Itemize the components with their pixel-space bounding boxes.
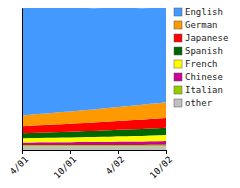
chart: 4/01 10/01 4/02 10/02 English German Japanese S… [0, 0, 240, 188]
legend-label: other [185, 98, 213, 108]
legend-label: Spanish [185, 46, 223, 56]
y-axis [22, 9, 23, 151]
x-axis-line [23, 151, 167, 155]
x-tick-label: 4/02 [104, 154, 126, 176]
legend-item: Italian [174, 85, 223, 95]
area [22, 146, 166, 150]
legend-swatch [174, 60, 182, 68]
x-tick: 10/02 [148, 150, 174, 181]
legend-label: Chinese [185, 72, 223, 82]
legend-label: Japanese [185, 33, 228, 43]
legend-item: English [174, 7, 223, 17]
x-tick-label: 10/01 [52, 154, 78, 180]
legend-swatch [174, 8, 182, 16]
x-tick-mark [118, 150, 119, 154]
legend-item: Spanish [174, 46, 223, 56]
legend-swatch [174, 34, 182, 42]
legend-item: German [174, 20, 218, 30]
legend: English German Japanese Spanish French Chines… [174, 7, 228, 108]
x-axis: 4/01 10/01 4/02 10/02 [8, 150, 174, 181]
legend-label: French [185, 59, 218, 69]
area [22, 8, 166, 115]
x-tick-mark [166, 150, 167, 154]
legend-swatch [174, 86, 182, 94]
legend-item: French [174, 59, 218, 69]
x-tick-label: 4/01 [8, 154, 30, 176]
legend-item: Chinese [174, 72, 223, 82]
legend-item: Japanese [174, 33, 228, 43]
x-tick: 10/01 [52, 150, 78, 181]
legend-label: German [185, 20, 218, 30]
legend-label: Italian [185, 85, 223, 95]
x-tick: 4/02 [104, 150, 126, 177]
legend-label: English [185, 7, 223, 17]
legend-swatch [174, 73, 182, 81]
x-tick-mark [70, 150, 71, 154]
legend-swatch [174, 47, 182, 55]
x-tick-mark [22, 150, 23, 154]
legend-item: other [174, 98, 213, 108]
x-tick: 4/01 [8, 150, 30, 177]
y-axis-line [22, 9, 23, 151]
legend-swatch [174, 21, 182, 29]
x-tick-label: 10/02 [148, 154, 174, 180]
plot: 4/01 10/01 4/02 10/02 [8, 8, 174, 181]
legend-swatch [174, 99, 182, 107]
areas [22, 8, 166, 150]
